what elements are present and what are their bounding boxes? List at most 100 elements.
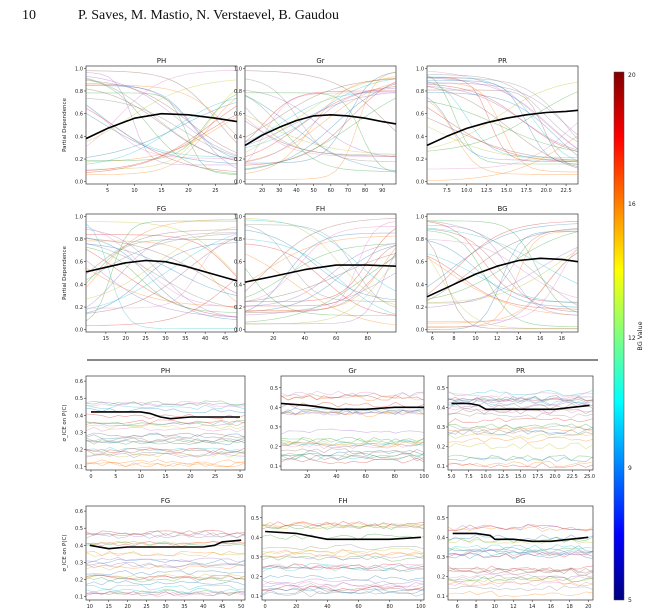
y-tick-label: 0.6 — [75, 260, 83, 266]
x-tick-label: 25.0 — [584, 474, 595, 480]
y-tick-label: 0.4 — [75, 134, 83, 140]
ice-curve — [262, 520, 424, 527]
ice-curve — [86, 72, 237, 166]
ice-curves — [245, 70, 396, 180]
ice-curve — [281, 437, 424, 444]
ice-curve — [86, 579, 245, 586]
x-tick-label: 20 — [270, 336, 276, 342]
ice-curve — [245, 91, 396, 146]
ice-curve — [448, 553, 593, 560]
ice-curve — [86, 401, 245, 407]
ice-curve — [448, 549, 593, 556]
mean-line — [85, 259, 238, 282]
ice-curve — [245, 261, 396, 325]
ice-curve — [262, 522, 424, 530]
ice-curve — [86, 540, 245, 547]
ice-curve — [262, 585, 424, 592]
ice-curve — [427, 240, 578, 308]
x-tick-label: 20 — [585, 604, 591, 610]
x-tick-label: 10 — [137, 474, 143, 480]
ice-curve — [448, 547, 593, 555]
x-tick-label: 12.5 — [481, 188, 492, 194]
ice-curve — [86, 450, 245, 456]
ice-curve — [281, 441, 424, 448]
ice-curve — [448, 524, 593, 531]
y-tick-label: 0.3 — [270, 425, 278, 431]
ice-curve — [448, 433, 593, 440]
x-tick-label: 70 — [345, 188, 351, 194]
y-tick-label: 0.4 — [75, 282, 83, 288]
y-tick-label: 0.2 — [75, 157, 83, 163]
chart-frame — [280, 375, 425, 471]
chart-title: PH — [157, 57, 167, 65]
ice-curve — [86, 104, 237, 158]
x-tick-label: 17.5 — [532, 474, 543, 480]
ice-curve — [86, 243, 237, 296]
x-tick-label: 40 — [200, 604, 206, 610]
ice-curve — [427, 230, 578, 330]
ice-curve — [262, 547, 424, 555]
ice-curve — [262, 523, 424, 530]
ice-curve — [86, 437, 245, 443]
y-tick-label: 0.1 — [75, 465, 83, 471]
y-tick-label: 0.4 — [437, 405, 445, 411]
x-tick-label: 60 — [333, 336, 339, 342]
ice-curve — [281, 440, 424, 446]
colorbar-tick-16: 16 — [628, 201, 636, 208]
x-tick-label: 5 — [114, 474, 117, 480]
y-tick-label: 0.2 — [416, 157, 424, 163]
ice-curve — [245, 244, 396, 307]
x-tick-label: 35 — [182, 336, 188, 342]
ice-curves — [262, 520, 424, 598]
ice-curve — [245, 219, 396, 292]
ice-curve — [245, 243, 396, 298]
ice-curve — [448, 425, 593, 433]
mean-line — [452, 532, 589, 543]
y-tick-label: 0.3 — [75, 430, 83, 436]
y-tick-label: 0.3 — [75, 560, 83, 566]
ice-curve — [427, 100, 578, 175]
x-tick-label: 60 — [355, 604, 361, 610]
y-tick-label: 0.4 — [416, 282, 424, 288]
x-tick-label: 5.0 — [447, 474, 455, 480]
ice-curve — [86, 462, 245, 468]
page-number: 10 — [22, 8, 36, 23]
ice-curve — [86, 439, 245, 446]
ice-curve — [86, 447, 245, 454]
ice-curve — [86, 589, 245, 595]
chart-sd-gr: Gr 0.1 0.2 0.3 0.4 0.5 20 40 60 80 100 — [270, 367, 429, 480]
ice-curve — [86, 105, 237, 171]
x-tick-label: 60 — [362, 474, 368, 480]
x-tick-label: 15.0 — [501, 188, 512, 194]
y-tick-label: 0.2 — [234, 305, 242, 311]
ice-curve — [86, 452, 245, 458]
ice-curve — [86, 433, 245, 439]
y-tick-label: 0.0 — [416, 180, 424, 186]
y-tick-label: 0.0 — [75, 180, 83, 186]
x-tick-label: 17.5 — [521, 188, 532, 194]
ice-curve — [427, 229, 578, 304]
x-tick-label: 14 — [515, 336, 521, 342]
ice-curve — [427, 223, 578, 288]
y-tick-label: 0.4 — [270, 405, 278, 411]
ice-curve — [448, 575, 593, 582]
ice-curve — [427, 92, 578, 157]
x-tick-label: 14 — [529, 604, 535, 610]
x-tick-label: 10 — [472, 336, 478, 342]
ice-curve — [86, 226, 237, 300]
ice-curve — [448, 460, 593, 468]
y-tick-label: 0.1 — [75, 595, 83, 601]
ice-curve — [281, 411, 424, 418]
ice-curves — [427, 70, 578, 181]
y-tick-label: 0.0 — [416, 328, 424, 334]
ice-curve — [448, 389, 593, 397]
ice-curve — [427, 70, 578, 150]
ice-curve — [427, 89, 578, 167]
ice-curve — [86, 436, 245, 443]
ice-curve — [86, 237, 237, 314]
chart-pdp-fh: FH 0.0 0.2 0.4 0.6 0.8 1.0 20 40 60 80 — [234, 205, 397, 342]
ice-curve — [427, 255, 578, 310]
ice-curve — [448, 581, 593, 588]
ice-curve — [281, 440, 424, 447]
ice-curve — [86, 550, 245, 557]
